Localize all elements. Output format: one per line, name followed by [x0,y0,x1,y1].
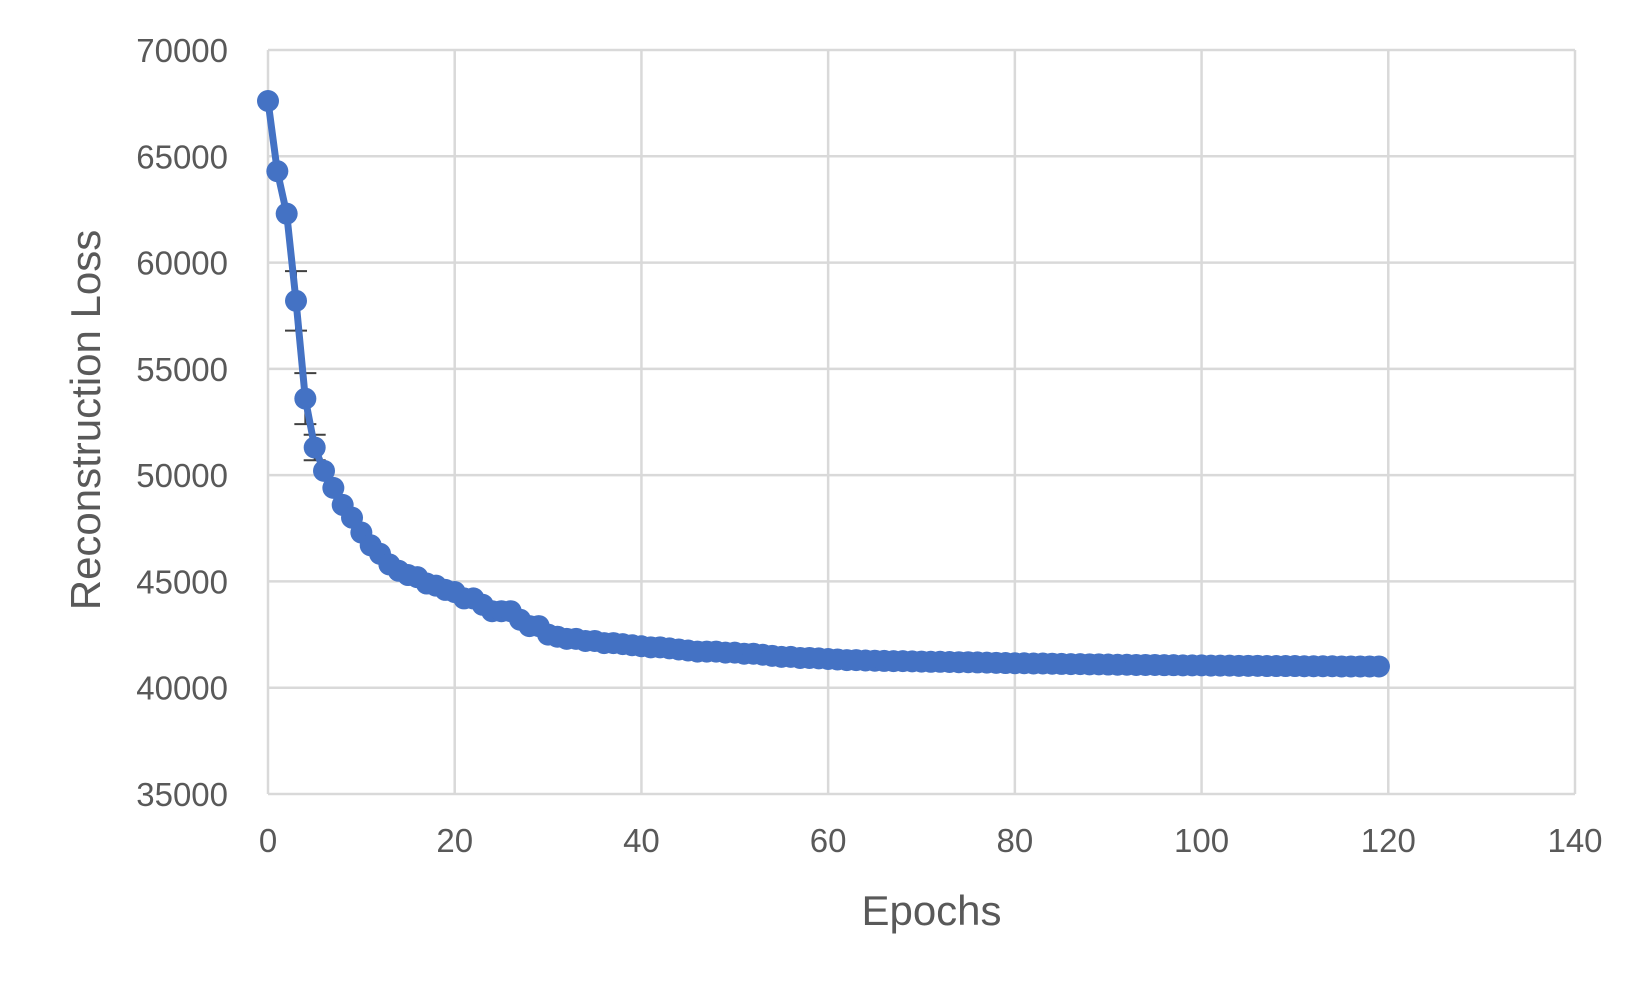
data-point [275,202,298,225]
x-tick-label: 40 [623,822,660,859]
data-point [322,476,345,499]
y-tick-label: 50000 [136,457,228,494]
y-axis-tick-labels: 35000 40000 45000 50000 55000 60000 65000 70000 [136,32,228,813]
x-tick-label: 140 [1547,822,1602,859]
x-tick-label: 60 [810,822,847,859]
y-tick-label: 60000 [136,245,228,282]
x-axis-title: Epochs [861,887,1001,934]
data-point [285,289,308,312]
x-tick-label: 0 [259,822,277,859]
x-tick-label: 120 [1361,822,1416,859]
data-point [294,387,317,410]
gridlines [266,48,1577,796]
x-tick-label: 20 [436,822,473,859]
data-point [1367,655,1390,678]
y-tick-label: 65000 [136,138,228,175]
x-axis-tick-labels: 0 20 40 60 80 100 120 140 [259,822,1603,859]
data-point [257,90,279,113]
y-axis-title: Reconstruction Loss [62,230,109,611]
x-tick-label: 80 [996,822,1033,859]
y-tick-label: 45000 [136,563,228,600]
y-tick-label: 40000 [136,670,228,707]
y-tick-label: 35000 [136,776,228,813]
y-tick-label: 55000 [136,351,228,388]
series-loss [257,90,1390,678]
data-point [266,160,289,183]
data-point [313,459,336,482]
data-point [303,436,326,459]
y-tick-label: 70000 [136,32,228,69]
x-tick-label: 100 [1174,822,1229,859]
